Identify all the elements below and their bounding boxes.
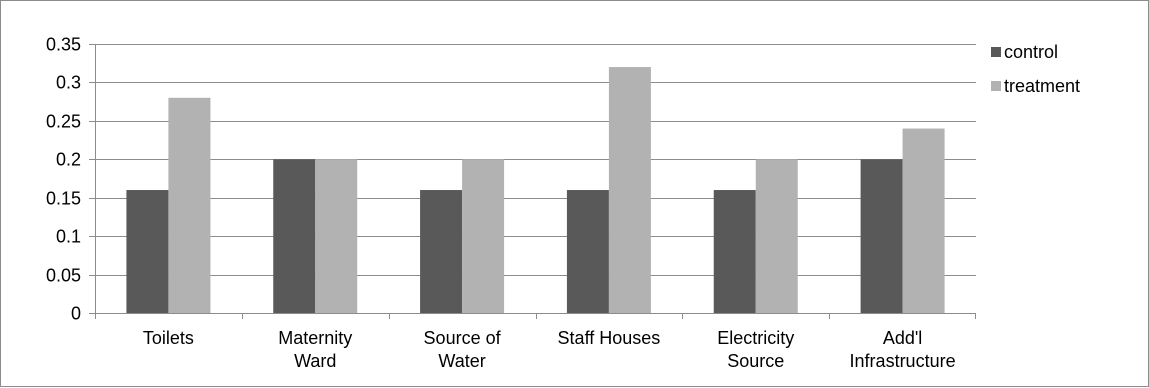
bar-control: [126, 190, 168, 313]
legend-swatch-treatment: [991, 81, 1001, 91]
x-category-label: Toilets: [143, 328, 194, 348]
bar-control: [567, 190, 609, 313]
y-tick-label: 0.2: [56, 150, 81, 170]
y-tick-labels: 0 0.05 0.1 0.15 0.2 0.25 0.3 0.35: [46, 35, 81, 324]
legend-label-treatment: treatment: [1004, 76, 1080, 96]
y-tick-label: 0.3: [56, 73, 81, 93]
y-tick-label: 0.15: [46, 189, 81, 209]
bar-treatment: [903, 129, 945, 313]
bar-control: [273, 159, 315, 313]
bar-control: [420, 190, 462, 313]
x-category-label: Electricity: [717, 328, 794, 348]
y-tick-label: 0.35: [46, 35, 81, 55]
x-category-label: Staff Houses: [558, 328, 661, 348]
axes: [89, 44, 976, 319]
y-tick-label: 0.1: [56, 227, 81, 247]
bar-control: [861, 159, 903, 313]
gridlines: [95, 45, 976, 276]
legend: control treatment: [991, 42, 1080, 96]
bar-treatment: [609, 67, 651, 313]
x-category-label: Infrastructure: [850, 351, 956, 371]
x-category-label: Add'l: [883, 328, 922, 348]
x-category-labels: Toilets Maternity Ward Source of Water Staff …: [143, 328, 956, 371]
bar-treatment: [462, 159, 504, 313]
legend-label-control: control: [1004, 42, 1058, 62]
bars: [126, 67, 944, 313]
x-category-label: Source of: [424, 328, 502, 348]
y-tick-label: 0.05: [46, 266, 81, 286]
y-tick-label: 0: [71, 304, 81, 324]
bar-treatment: [315, 159, 357, 313]
x-category-label: Water: [438, 351, 485, 371]
x-category-label: Maternity: [278, 328, 352, 348]
bar-treatment: [756, 159, 798, 313]
x-category-label: Source: [727, 351, 784, 371]
y-tick-label: 0.25: [46, 112, 81, 132]
bar-treatment: [168, 98, 210, 313]
legend-swatch-control: [991, 47, 1001, 57]
bar-control: [714, 190, 756, 313]
x-category-label: Ward: [294, 351, 336, 371]
